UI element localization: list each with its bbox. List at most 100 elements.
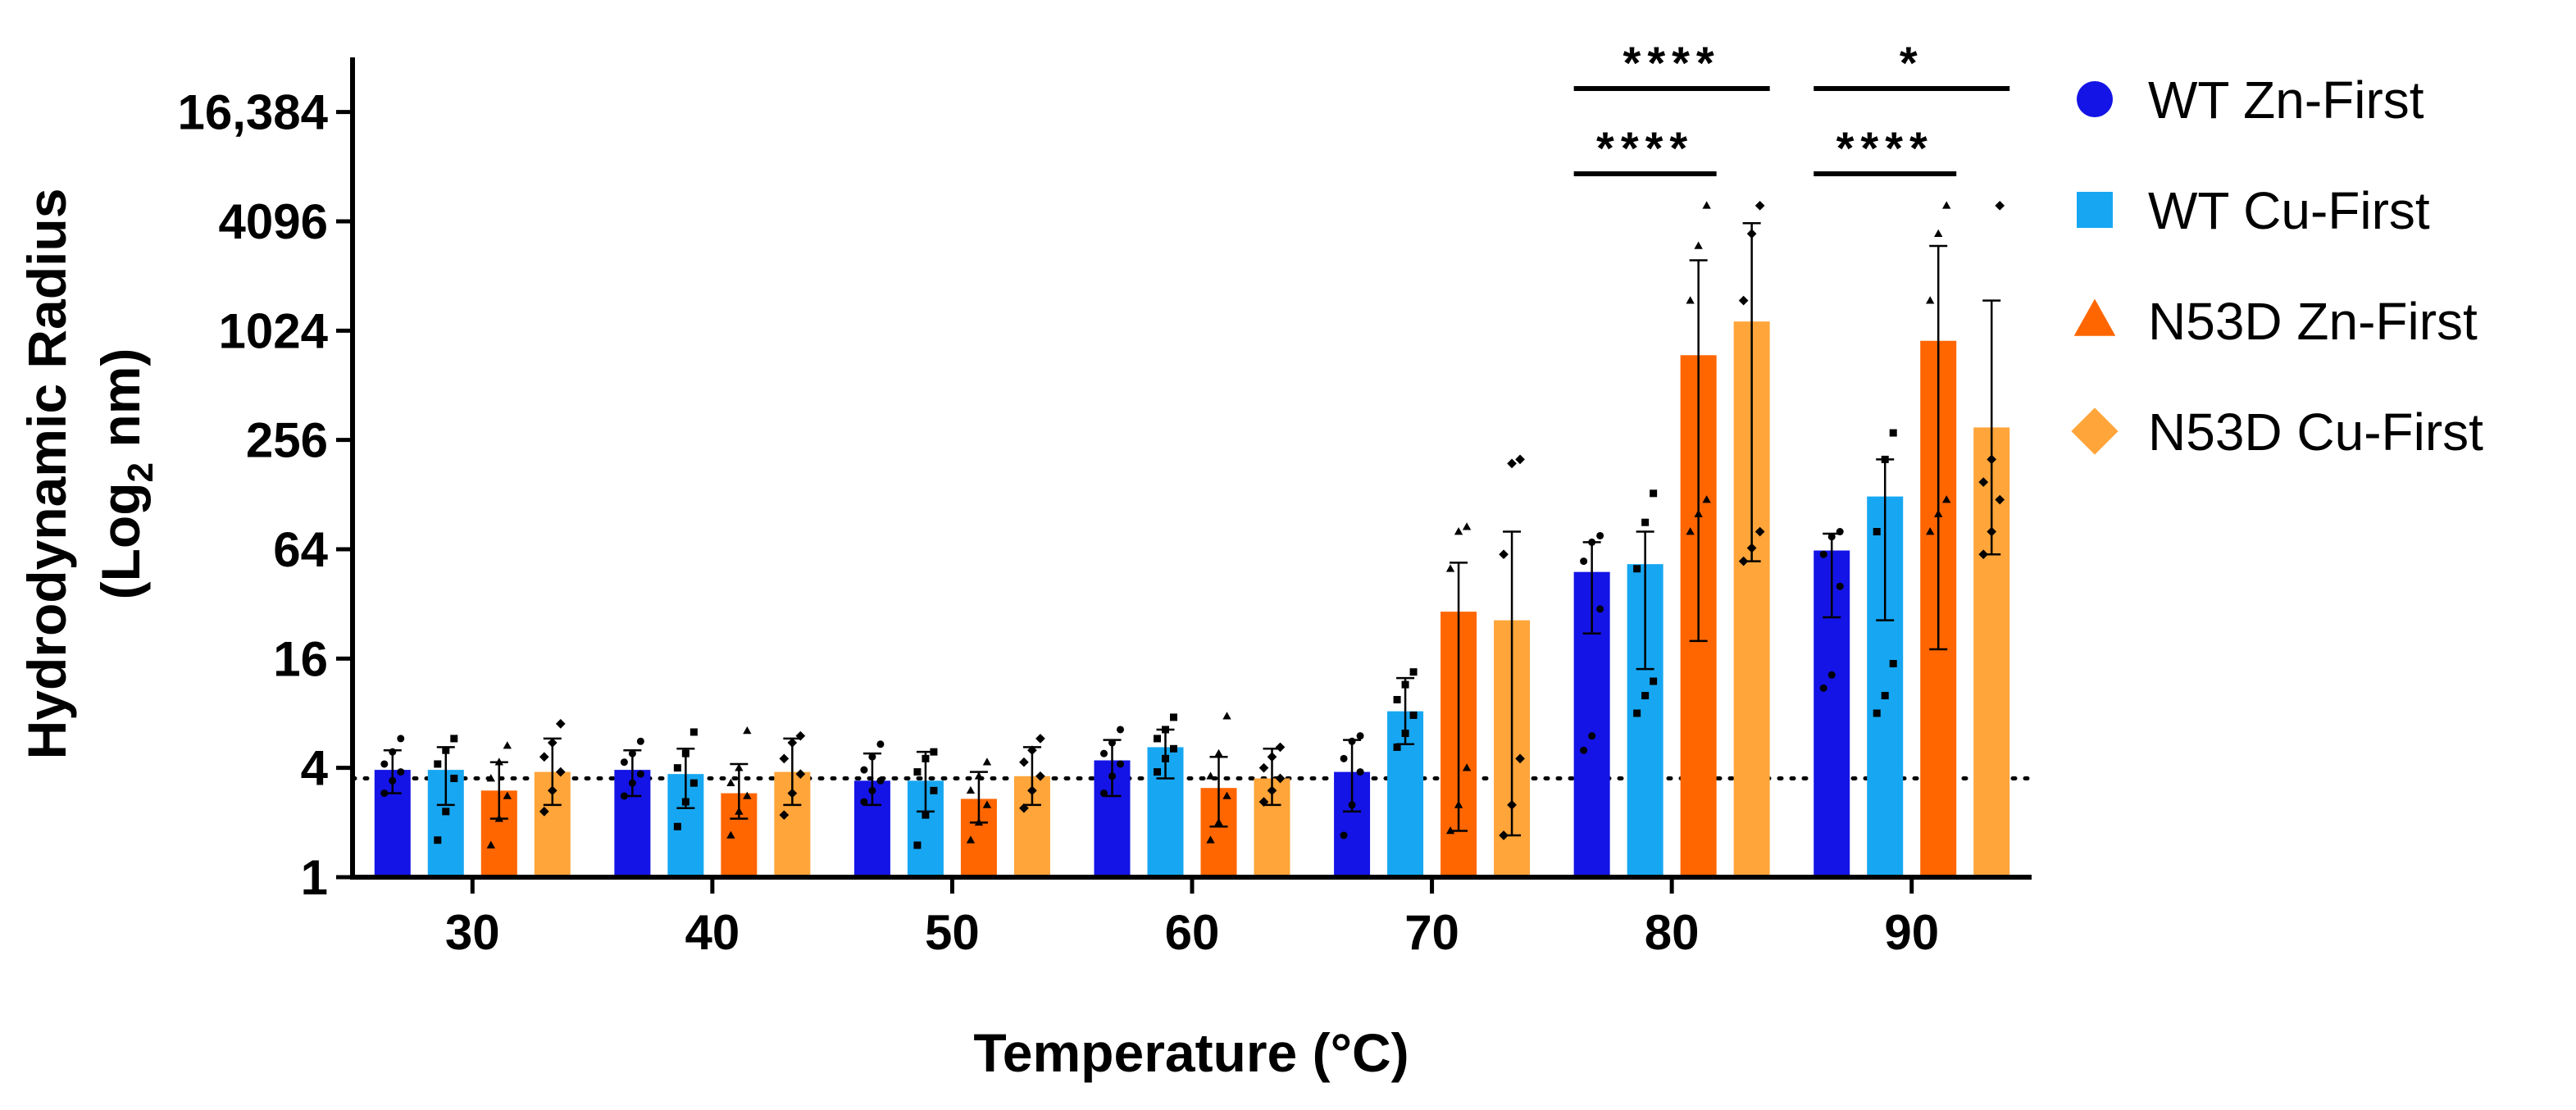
data-point bbox=[1942, 495, 1951, 503]
data-point bbox=[1100, 789, 1108, 798]
data-point bbox=[681, 749, 690, 757]
data-point bbox=[1162, 754, 1169, 762]
legend-marker bbox=[2071, 407, 2119, 455]
data-point bbox=[1445, 826, 1455, 835]
y-axis-title-post: nm) bbox=[90, 348, 151, 462]
data-point bbox=[1995, 200, 2005, 211]
data-point bbox=[1746, 229, 1757, 239]
data-point bbox=[1702, 495, 1711, 503]
data-point bbox=[726, 830, 735, 839]
data-point bbox=[1978, 477, 1989, 487]
data-point bbox=[1694, 509, 1703, 517]
data-point bbox=[743, 726, 752, 735]
data-point bbox=[1108, 772, 1116, 780]
data-point bbox=[1154, 735, 1161, 743]
y-tick-label: 64 bbox=[273, 522, 328, 577]
data-point bbox=[494, 814, 503, 822]
data-point bbox=[1100, 749, 1108, 757]
significance-label: **** bbox=[1623, 37, 1721, 89]
data-point bbox=[1889, 429, 1897, 437]
data-point bbox=[628, 749, 636, 757]
data-point bbox=[1348, 737, 1356, 745]
data-point bbox=[1499, 830, 1509, 840]
data-point bbox=[690, 728, 698, 736]
data-point bbox=[636, 770, 644, 778]
data-point bbox=[1454, 527, 1463, 535]
legend-marker bbox=[2073, 298, 2116, 336]
data-point bbox=[1641, 518, 1650, 526]
data-point bbox=[1580, 746, 1588, 754]
legend-marker bbox=[2077, 192, 2113, 228]
y-tick-label: 1 bbox=[301, 850, 328, 905]
data-point bbox=[1515, 454, 1525, 465]
data-point bbox=[673, 764, 681, 772]
x-tick-label: 50 bbox=[925, 905, 980, 960]
data-point bbox=[1686, 527, 1695, 535]
data-point bbox=[673, 822, 681, 830]
data-point bbox=[1258, 797, 1269, 807]
data-point bbox=[1686, 296, 1695, 304]
data-point bbox=[1596, 605, 1604, 613]
data-point bbox=[1117, 760, 1124, 768]
data-point bbox=[795, 769, 806, 780]
data-point bbox=[1836, 582, 1844, 590]
data-point bbox=[1633, 709, 1641, 717]
data-point bbox=[450, 775, 458, 783]
data-point bbox=[795, 730, 806, 741]
data-point bbox=[620, 758, 628, 767]
significance-label: **** bbox=[1596, 122, 1694, 174]
data-point bbox=[1409, 711, 1418, 719]
data-point bbox=[1454, 800, 1463, 808]
data-point bbox=[787, 788, 798, 798]
data-point bbox=[1881, 455, 1889, 463]
data-point bbox=[735, 807, 744, 815]
legend-label: N53D Zn-First bbox=[2148, 292, 2478, 351]
data-point bbox=[1393, 695, 1401, 703]
x-tick-label: 40 bbox=[685, 905, 740, 960]
y-tick-label: 16 bbox=[273, 631, 328, 686]
x-axis-title: Temperature (°C) bbox=[973, 1022, 1409, 1083]
data-point bbox=[1214, 817, 1223, 826]
data-point bbox=[1755, 200, 1765, 211]
data-point bbox=[1356, 732, 1364, 740]
data-point bbox=[1154, 768, 1161, 776]
data-point bbox=[1507, 800, 1517, 810]
data-point bbox=[982, 800, 992, 808]
data-point bbox=[1889, 660, 1897, 668]
data-point bbox=[1170, 713, 1177, 721]
data-point bbox=[726, 778, 735, 786]
data-point bbox=[966, 835, 976, 844]
data-point bbox=[1507, 458, 1517, 469]
data-point bbox=[1819, 550, 1827, 558]
data-point bbox=[787, 738, 798, 748]
data-point bbox=[1926, 527, 1935, 535]
data-point bbox=[1275, 773, 1286, 784]
data-point bbox=[380, 760, 389, 768]
legend-marker bbox=[2077, 81, 2113, 117]
y-tick-label: 1024 bbox=[219, 303, 329, 358]
data-point bbox=[913, 768, 922, 776]
data-point bbox=[1462, 522, 1472, 530]
data-point bbox=[779, 753, 790, 764]
y-axis-title-line1: Hydrodynamic Radius bbox=[16, 189, 77, 760]
data-point bbox=[389, 776, 397, 785]
data-point bbox=[1401, 730, 1409, 738]
data-point bbox=[1746, 543, 1757, 553]
data-point bbox=[1934, 509, 1943, 517]
data-point bbox=[1588, 732, 1596, 740]
data-point bbox=[1755, 526, 1765, 537]
data-point bbox=[922, 811, 930, 819]
data-point bbox=[1393, 743, 1401, 751]
data-point bbox=[1580, 557, 1588, 566]
data-point bbox=[1694, 241, 1703, 249]
data-point bbox=[1409, 668, 1418, 676]
data-point bbox=[1019, 803, 1029, 813]
data-point bbox=[860, 766, 868, 774]
data-point bbox=[1873, 528, 1881, 536]
data-point bbox=[628, 779, 636, 787]
data-point bbox=[876, 776, 885, 785]
data-point bbox=[636, 737, 644, 745]
data-point bbox=[1206, 835, 1215, 844]
x-tick-label: 60 bbox=[1165, 905, 1220, 960]
data-point bbox=[539, 752, 549, 762]
